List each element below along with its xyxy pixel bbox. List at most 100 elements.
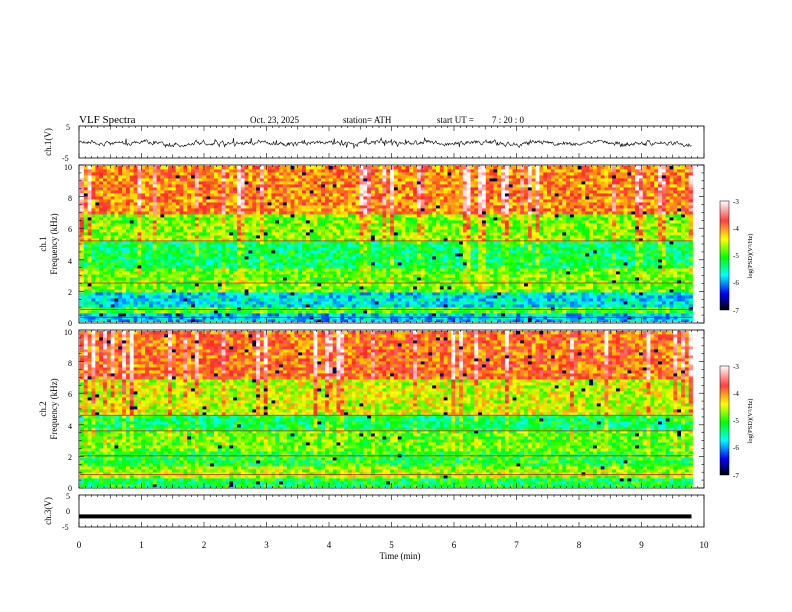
spectrogram-cell	[409, 313, 414, 317]
spectrogram-cell	[118, 232, 123, 236]
spectrogram-cell	[420, 307, 425, 311]
spectrogram-cell	[512, 274, 517, 278]
spectrogram-cell	[129, 298, 134, 302]
spectrogram-cell	[462, 274, 468, 278]
spectrogram-cell	[673, 289, 678, 293]
spectrogram-cell	[263, 292, 268, 296]
spectrogram-cell	[520, 319, 525, 322]
spectrogram-cell	[642, 277, 647, 281]
spectrogram-cell	[259, 307, 265, 311]
spectrogram-cell	[83, 307, 89, 311]
spectrogram-cell	[439, 247, 445, 251]
spectrogram-cell	[661, 232, 667, 236]
spectrogram-cell	[416, 235, 422, 239]
spectrogram-cell	[294, 250, 299, 254]
spectrogram-cell	[347, 277, 353, 281]
spectrogram-cell	[604, 250, 609, 254]
spectrogram-cell	[547, 253, 552, 257]
spectrogram-cell	[619, 235, 624, 239]
spectrogram-cell	[558, 292, 563, 296]
spectrogram-cell	[543, 289, 548, 293]
spectrogram-cell	[589, 289, 594, 293]
spectrogram-cell	[194, 289, 200, 293]
spectrogram-cell	[347, 271, 353, 275]
spectrogram-cell	[160, 250, 165, 254]
spectrogram-cell	[596, 241, 602, 245]
spectrogram-cell	[508, 259, 513, 263]
spectrogram-cell	[661, 301, 667, 305]
spectrogram-cell	[497, 310, 502, 314]
spectrogram-cell	[321, 253, 326, 257]
spectrogram-cell	[581, 307, 586, 311]
spectrogram-cell	[317, 304, 322, 308]
spectrogram-cell	[213, 292, 219, 296]
spectrogram-cell	[347, 301, 353, 305]
spectrogram-cell	[558, 307, 563, 311]
spectrogram-cell	[562, 310, 567, 314]
spectrogram-cell	[275, 289, 280, 293]
spectrogram-cell	[99, 250, 104, 254]
spectrogram-cell	[520, 298, 525, 302]
spectrogram-cell	[493, 292, 498, 296]
spectrogram-cell	[562, 247, 567, 251]
spectrogram-cell	[638, 262, 644, 266]
spectrogram-cell	[175, 280, 180, 284]
spectrogram-cell	[313, 310, 318, 314]
spectrogram-cell	[252, 307, 257, 311]
spectrogram-cell	[80, 307, 85, 311]
spectrogram-cell	[118, 289, 123, 293]
spectrogram-cell	[309, 259, 314, 263]
spectrogram-cell	[543, 286, 548, 290]
spectrogram-cell	[106, 283, 112, 287]
spectrogram-cell	[596, 310, 602, 314]
spectrogram-cell	[367, 304, 372, 308]
spectrogram-cell	[661, 268, 667, 272]
spectrogram-cell	[570, 301, 575, 305]
spectrogram-cell	[298, 253, 303, 257]
spectrogram-cell	[631, 232, 636, 236]
spectrogram-cell	[133, 295, 138, 299]
spectrogram-cell	[508, 268, 513, 272]
spectrogram-cell	[612, 310, 617, 314]
spectrogram-cell	[282, 274, 288, 278]
spectrogram-cell	[585, 256, 590, 260]
spectrogram-cell	[539, 304, 544, 308]
spectrogram-cell	[623, 232, 628, 236]
spectrogram-cell	[669, 310, 674, 314]
spectrogram-cell	[271, 244, 276, 248]
spectrogram-cell	[171, 313, 177, 317]
spectrogram-cell	[298, 259, 303, 263]
spectrogram-cell	[87, 235, 92, 239]
spectrogram-cell	[688, 244, 693, 248]
spectrogram-cell	[458, 274, 464, 278]
spectrogram-cell	[164, 274, 169, 278]
spectrogram-cell	[581, 268, 586, 272]
spectrogram-cell	[106, 277, 112, 281]
spectrogram-cell	[83, 250, 89, 254]
spectrogram-cell	[466, 265, 471, 269]
spectrogram-cell	[390, 232, 395, 236]
spectrogram-cell	[673, 277, 678, 281]
spectrogram-cell	[596, 298, 602, 302]
spectrogram-cell	[359, 280, 364, 284]
spectrogram-cell	[152, 244, 157, 248]
spectrogram-cell	[474, 304, 479, 308]
spectrogram-cell	[631, 310, 636, 314]
spectrogram-cell	[432, 313, 437, 317]
spectrogram-cell	[382, 304, 387, 308]
spectrogram-cell	[382, 235, 387, 239]
spectrogram-cell	[279, 259, 284, 263]
spectrogram-cell	[592, 232, 598, 236]
spectrogram-cell	[439, 268, 445, 272]
spectrogram-cell	[581, 319, 586, 322]
spectrogram-cell	[256, 283, 261, 287]
spectrogram-cell	[677, 232, 682, 236]
spectrogram-cell	[302, 280, 307, 284]
spectrogram-cell	[424, 277, 429, 281]
spectrogram-cell	[198, 271, 203, 275]
spectrogram-cell	[367, 232, 372, 236]
spectrogram-cell	[524, 274, 529, 278]
spectrogram-cell	[294, 241, 299, 245]
spectrogram-cell	[474, 283, 479, 287]
spectrogram-cell	[443, 310, 448, 314]
